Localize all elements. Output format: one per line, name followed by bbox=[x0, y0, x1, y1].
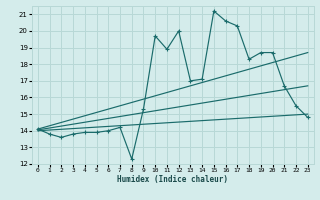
X-axis label: Humidex (Indice chaleur): Humidex (Indice chaleur) bbox=[117, 175, 228, 184]
